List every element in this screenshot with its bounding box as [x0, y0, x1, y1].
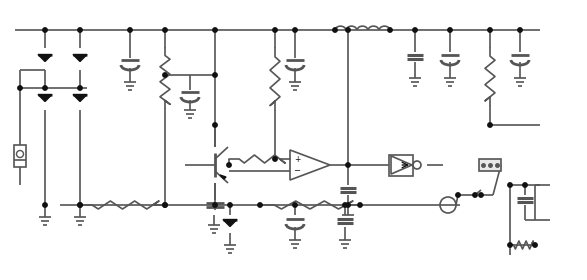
- Circle shape: [213, 203, 217, 207]
- Circle shape: [273, 157, 277, 161]
- Circle shape: [258, 203, 262, 207]
- Circle shape: [213, 123, 217, 127]
- Circle shape: [78, 203, 82, 207]
- Circle shape: [213, 73, 217, 77]
- Polygon shape: [223, 220, 237, 227]
- Polygon shape: [38, 55, 52, 62]
- Circle shape: [293, 203, 297, 207]
- Circle shape: [456, 193, 460, 197]
- Circle shape: [43, 203, 47, 207]
- Text: −: −: [294, 167, 301, 176]
- Circle shape: [473, 193, 477, 197]
- Circle shape: [343, 203, 347, 207]
- Circle shape: [358, 203, 362, 207]
- Circle shape: [293, 28, 297, 32]
- Circle shape: [78, 28, 82, 32]
- Circle shape: [18, 86, 22, 90]
- Circle shape: [128, 28, 132, 32]
- Circle shape: [346, 203, 350, 207]
- Circle shape: [523, 183, 527, 187]
- Circle shape: [448, 28, 452, 32]
- Circle shape: [388, 28, 392, 32]
- Polygon shape: [220, 175, 226, 179]
- Circle shape: [43, 28, 47, 32]
- Polygon shape: [73, 55, 87, 62]
- Circle shape: [508, 183, 512, 187]
- Circle shape: [78, 203, 82, 207]
- Circle shape: [518, 28, 522, 32]
- FancyBboxPatch shape: [479, 159, 501, 171]
- Circle shape: [273, 28, 277, 32]
- Circle shape: [333, 28, 337, 32]
- Circle shape: [346, 163, 350, 167]
- Polygon shape: [73, 95, 87, 102]
- Circle shape: [508, 243, 512, 247]
- Circle shape: [228, 203, 232, 207]
- Circle shape: [163, 203, 167, 207]
- Circle shape: [163, 28, 167, 32]
- Circle shape: [43, 86, 47, 90]
- Circle shape: [346, 28, 350, 32]
- Circle shape: [413, 28, 417, 32]
- Circle shape: [227, 163, 231, 167]
- Circle shape: [213, 28, 217, 32]
- Circle shape: [163, 73, 167, 77]
- Circle shape: [78, 86, 82, 90]
- Circle shape: [488, 28, 492, 32]
- Text: +: +: [294, 155, 300, 164]
- Circle shape: [488, 123, 492, 127]
- Circle shape: [163, 203, 167, 207]
- Polygon shape: [38, 95, 52, 102]
- Circle shape: [533, 243, 537, 247]
- Circle shape: [479, 193, 483, 197]
